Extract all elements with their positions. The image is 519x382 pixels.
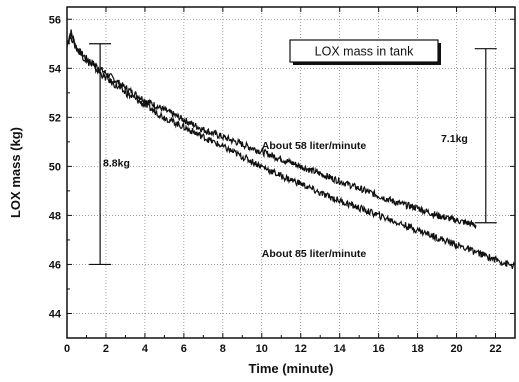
- series-line-2: [66, 33, 516, 270]
- annotation-text: About 85 liter/minute: [262, 248, 367, 260]
- x-tick-label: 12: [295, 343, 307, 355]
- x-tick-label: 14: [334, 343, 347, 355]
- x-tick-label: 8: [220, 343, 226, 355]
- x-tick-label: 22: [489, 343, 501, 355]
- legend-box: [289, 39, 439, 63]
- x-tick-label: 4: [142, 343, 149, 355]
- x-tick-label: 10: [256, 343, 268, 355]
- grid-lines: [67, 7, 515, 338]
- y-axis-label: LOX mass (kg): [8, 127, 23, 218]
- x-axis-label: Time (minute): [249, 361, 334, 376]
- series-group: [66, 29, 516, 270]
- y-tick-label: 52: [49, 112, 61, 124]
- axis-ticks: [66, 7, 515, 338]
- plot-frame: [66, 6, 516, 339]
- range-markers: [89, 43, 497, 266]
- annotations: About 58 liter/minute About 85 liter/minu…: [103, 133, 468, 260]
- y-tick-label: 44: [49, 308, 62, 320]
- annotation-text: 8.8kg: [103, 157, 130, 169]
- x-tick-label: 0: [64, 343, 70, 355]
- annotation-text: About 58 liter/minute: [262, 140, 367, 152]
- y-tick-label: 54: [49, 63, 62, 75]
- y-tick-label: 48: [49, 210, 61, 222]
- x-tick-label: 16: [373, 343, 385, 355]
- y-tick-label: 46: [49, 259, 61, 271]
- x-tick-label: 2: [103, 343, 109, 355]
- legend: LOX mass in tank: [289, 39, 441, 65]
- legend-text: LOX mass in tank: [315, 45, 414, 59]
- y-tick-label: 50: [49, 161, 61, 173]
- x-tick-label: 18: [411, 343, 423, 355]
- series-line-1: [66, 29, 477, 230]
- x-tick-label: 20: [450, 343, 462, 355]
- y-tick-label: 56: [49, 14, 61, 26]
- annotation-text: 7.1kg: [441, 133, 468, 145]
- x-tick-label: 6: [181, 343, 187, 355]
